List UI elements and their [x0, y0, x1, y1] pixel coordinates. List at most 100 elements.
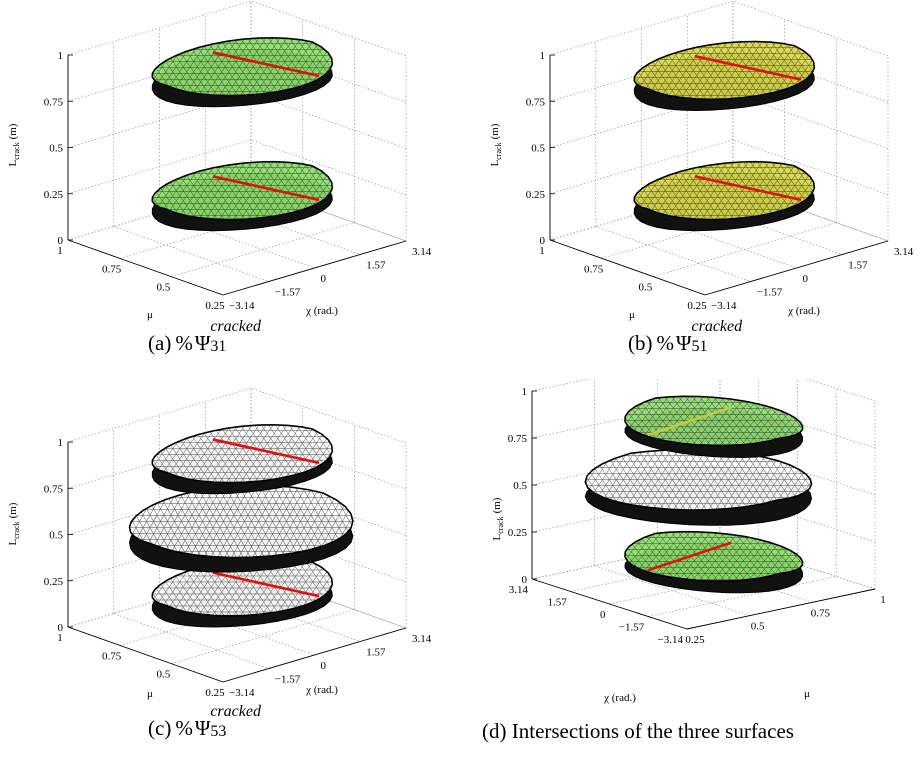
surface-c-2 [151, 423, 334, 495]
surface-c-1 [128, 484, 354, 573]
mutick-b-2: 0.5 [638, 282, 652, 294]
ztick-a-1: 0.25 [44, 189, 64, 201]
ztick-c-2: 0.5 [49, 530, 63, 542]
caption-a-prefix: % [175, 331, 193, 355]
mutick-d-3: 0.25 [685, 634, 705, 646]
caption-a: (a) %Ψ cracked 31 [148, 318, 270, 356]
chitick-b-1: −1.57 [757, 287, 783, 299]
chitick-d-3: −1.57 [619, 622, 645, 634]
ztick-b-2: 0.5 [531, 143, 545, 155]
chitick-a-0: −3.14 [229, 300, 255, 312]
chart-c-svg: 0 0.25 0.5 0.75 1 1 0.75 0.5 0.25 −3.14 −1.57 0 1.57… [7, 387, 432, 700]
caption-b-label: (b) [628, 331, 653, 355]
mutick-b-1: 0.75 [584, 263, 604, 275]
chart-d-svg: 0 0.25 0.5 0.75 1 1 0.75 0.5 0.25 3.14 1.57 0 −1.57 −… [491, 379, 886, 704]
mutick-a-3: 0.25 [205, 300, 225, 312]
surface-d-2-edge-line [647, 405, 732, 437]
caption-c-symbol: Ψ [194, 716, 211, 740]
mutick-d-0: 1 [880, 594, 886, 606]
ylabel-b: χ (rad.) [787, 305, 820, 317]
chart-panel-b: 0 0.25 0.5 0.75 1 1 0.75 0.5 0.25 −3.14 −1.57 0 1.57… [482, 0, 924, 379]
ztick-d-4: 1 [522, 386, 528, 398]
chitick-d-4: −3.14 [658, 634, 684, 646]
xlabel-a: μ [147, 309, 153, 321]
surface-a-1-edge-line [212, 51, 320, 78]
ylabel-c: χ (rad.) [305, 684, 338, 696]
caption-b-prefix: % [656, 331, 675, 355]
surface-a-0 [151, 160, 334, 232]
ztick-d-0: 0 [522, 574, 528, 586]
ztick-d-3: 0.75 [508, 433, 528, 445]
mutick-c-0: 1 [57, 632, 63, 644]
axes-c: 0 0.25 0.5 0.75 1 1 0.75 0.5 0.25 −3.14 −1.57 0 1.57… [7, 387, 432, 700]
caption-a-sub: 31 [210, 338, 227, 355]
surface-b-1-edge-line [694, 54, 802, 81]
surface-c-2-edge-line [212, 438, 320, 465]
surface-c-2-mesh [152, 424, 333, 483]
mutick-a-0: 1 [57, 245, 63, 257]
chart-panel-d: 0 0.25 0.5 0.75 1 1 0.75 0.5 0.25 3.14 1.57 0 −1.57 −… [482, 379, 924, 758]
chitick-a-1: −1.57 [275, 287, 301, 299]
chitick-d-2: 0 [600, 609, 606, 621]
caption-d: (d) Intersections of the three surfaces [482, 719, 794, 744]
surface-d-0-edge-line [647, 541, 732, 572]
chitick-b-2: 0 [803, 273, 809, 285]
zlabel-c: Lcrack(m) [7, 502, 21, 545]
ztick-c-0: 0 [58, 622, 64, 634]
ztick-c-3: 0.75 [44, 483, 64, 495]
mutick-a-2: 0.5 [156, 282, 170, 294]
ztick-b-0: 0 [540, 235, 546, 247]
mutick-c-2: 0.5 [156, 669, 170, 681]
mutick-c-1: 0.75 [102, 650, 122, 662]
surface-a-1-mesh [152, 37, 333, 96]
chart-b-svg: 0 0.25 0.5 0.75 1 1 0.75 0.5 0.25 −3.14 −1.57 0 1.57… [489, 0, 914, 321]
ztick-a-4: 1 [58, 50, 64, 62]
ylabel-d: χ (rad.) [603, 692, 636, 704]
caption-d-text: (d) Intersections of the three surfaces [482, 719, 794, 743]
surface-b-0-edge-line [694, 175, 802, 202]
chitick-b-4: 3.14 [894, 246, 914, 258]
mutick-c-3: 0.25 [205, 687, 225, 699]
surface-d-2 [624, 395, 804, 459]
chart-panel-a: 0 0.25 0.5 0.75 1 1 0.75 0.5 0.25 −3.14 −1.57 0 1.57… [0, 0, 462, 379]
ztick-d-2: 0.5 [513, 480, 527, 492]
chart-a-svg: 0 0.25 0.5 0.75 1 1 0.75 0.5 0.25 −3.14 −1.57 0 1.57… [7, 0, 432, 321]
xlabel-d: μ [804, 688, 810, 700]
xlabel-c: μ [147, 688, 153, 700]
chitick-a-3: 1.57 [366, 260, 386, 272]
caption-b: (b) %Ψ cracked 51 [628, 318, 752, 356]
ztick-a-3: 0.75 [44, 96, 64, 108]
ztick-c-1: 0.25 [44, 576, 64, 588]
caption-c-prefix: % [175, 716, 193, 740]
chitick-c-1: −1.57 [275, 674, 301, 686]
caption-b-sub: 51 [691, 338, 708, 355]
ztick-b-4: 1 [540, 50, 546, 62]
caption-a-symbol: Ψ [194, 331, 211, 355]
ztick-b-3: 0.75 [526, 96, 546, 108]
ztick-a-0: 0 [58, 235, 64, 247]
surface-a-0-edge-line [212, 175, 320, 202]
surface-a-1 [151, 36, 334, 108]
ztick-c-4: 1 [58, 437, 64, 449]
caption-c-label: (c) [148, 716, 172, 740]
chitick-c-2: 0 [321, 660, 327, 672]
surface-d-2-mesh [625, 396, 803, 446]
mutick-a-1: 0.75 [102, 263, 122, 275]
surface-b-0 [633, 160, 816, 232]
xlabel-b: μ [629, 309, 635, 321]
chitick-b-3: 1.57 [848, 260, 868, 272]
ztick-b-1: 0.25 [526, 189, 546, 201]
axes-a: 0 0.25 0.5 0.75 1 1 0.75 0.5 0.25 −3.14 −1.57 0 1.57… [7, 0, 432, 321]
caption-a-sup: cracked [210, 318, 261, 335]
ztick-a-2: 0.5 [49, 143, 63, 155]
caption-b-symbol: Ψ [676, 331, 692, 355]
caption-b-sup: cracked [691, 318, 743, 335]
chitick-b-0: −3.14 [711, 300, 737, 312]
mutick-d-1: 0.75 [811, 607, 831, 619]
chitick-c-3: 1.57 [366, 647, 386, 659]
caption-a-label: (a) [148, 331, 172, 355]
mutick-b-3: 0.25 [687, 300, 707, 312]
caption-c-sub: 53 [210, 723, 227, 740]
surface-d-1 [584, 448, 813, 526]
zlabel-d: Lcrack(m) [491, 497, 505, 540]
